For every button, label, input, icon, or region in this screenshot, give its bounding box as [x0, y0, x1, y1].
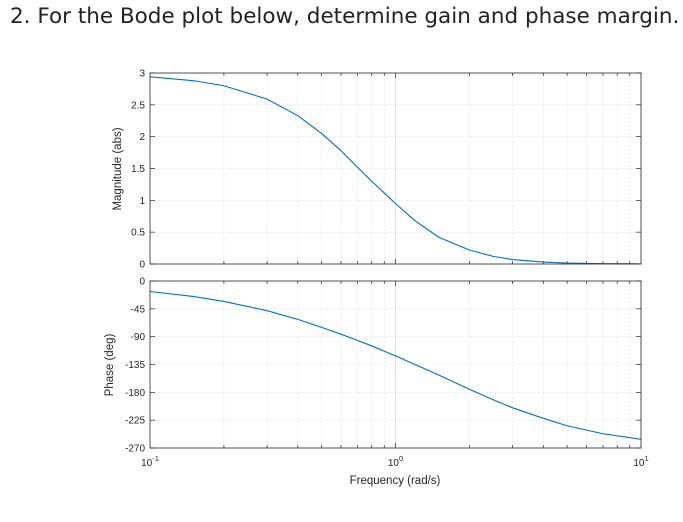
phase-axes-box: [149, 280, 642, 449]
frequency-tick-label: 101: [633, 454, 648, 469]
magnitude-panel: 0 0.5 1 1.5 2 2.5 3: [131, 69, 642, 271]
frequency-tick-label: 100: [388, 454, 403, 469]
phase-ytick-label: -270: [125, 444, 145, 455]
magnitude-ytick-label: 2.5: [131, 100, 145, 111]
magnitude-ytick-label: 1.5: [131, 164, 145, 175]
magnitude-ytick-label: 0.5: [131, 228, 145, 239]
phase-panel: -270 -225 -180 -135 -90 -45 0: [125, 277, 642, 455]
magnitude-curve: [149, 76, 642, 265]
phase-ylabel: Phase (deg): [104, 334, 116, 397]
phase-ytick-label: -180: [125, 388, 145, 399]
magnitude-ytick-label: 3: [139, 69, 145, 80]
phase-ytick-label: -225: [125, 416, 145, 427]
phase-ytick-label: -90: [131, 332, 146, 343]
frequency-axis-labels: 10-1 100 101: [141, 454, 649, 469]
magnitude-ytick-label: 2: [139, 132, 145, 143]
magnitude-axes-box: [149, 72, 642, 265]
phase-ytick-label: -135: [125, 360, 145, 371]
phase-ytick-label: 0: [139, 277, 145, 288]
phase-ytick-label: -45: [131, 304, 146, 315]
magnitude-ytick-label: 1: [139, 196, 145, 207]
magnitude-ylabel: Magnitude (abs): [112, 127, 124, 210]
question-title: 2. For the Bode plot below, determine ga…: [10, 4, 680, 29]
phase-curve: [149, 290, 642, 440]
frequency-xlabel: Frequency (rad/s): [350, 475, 441, 487]
frequency-tick-label: 10-1: [141, 454, 159, 469]
magnitude-ytick-label: 0: [139, 260, 145, 271]
